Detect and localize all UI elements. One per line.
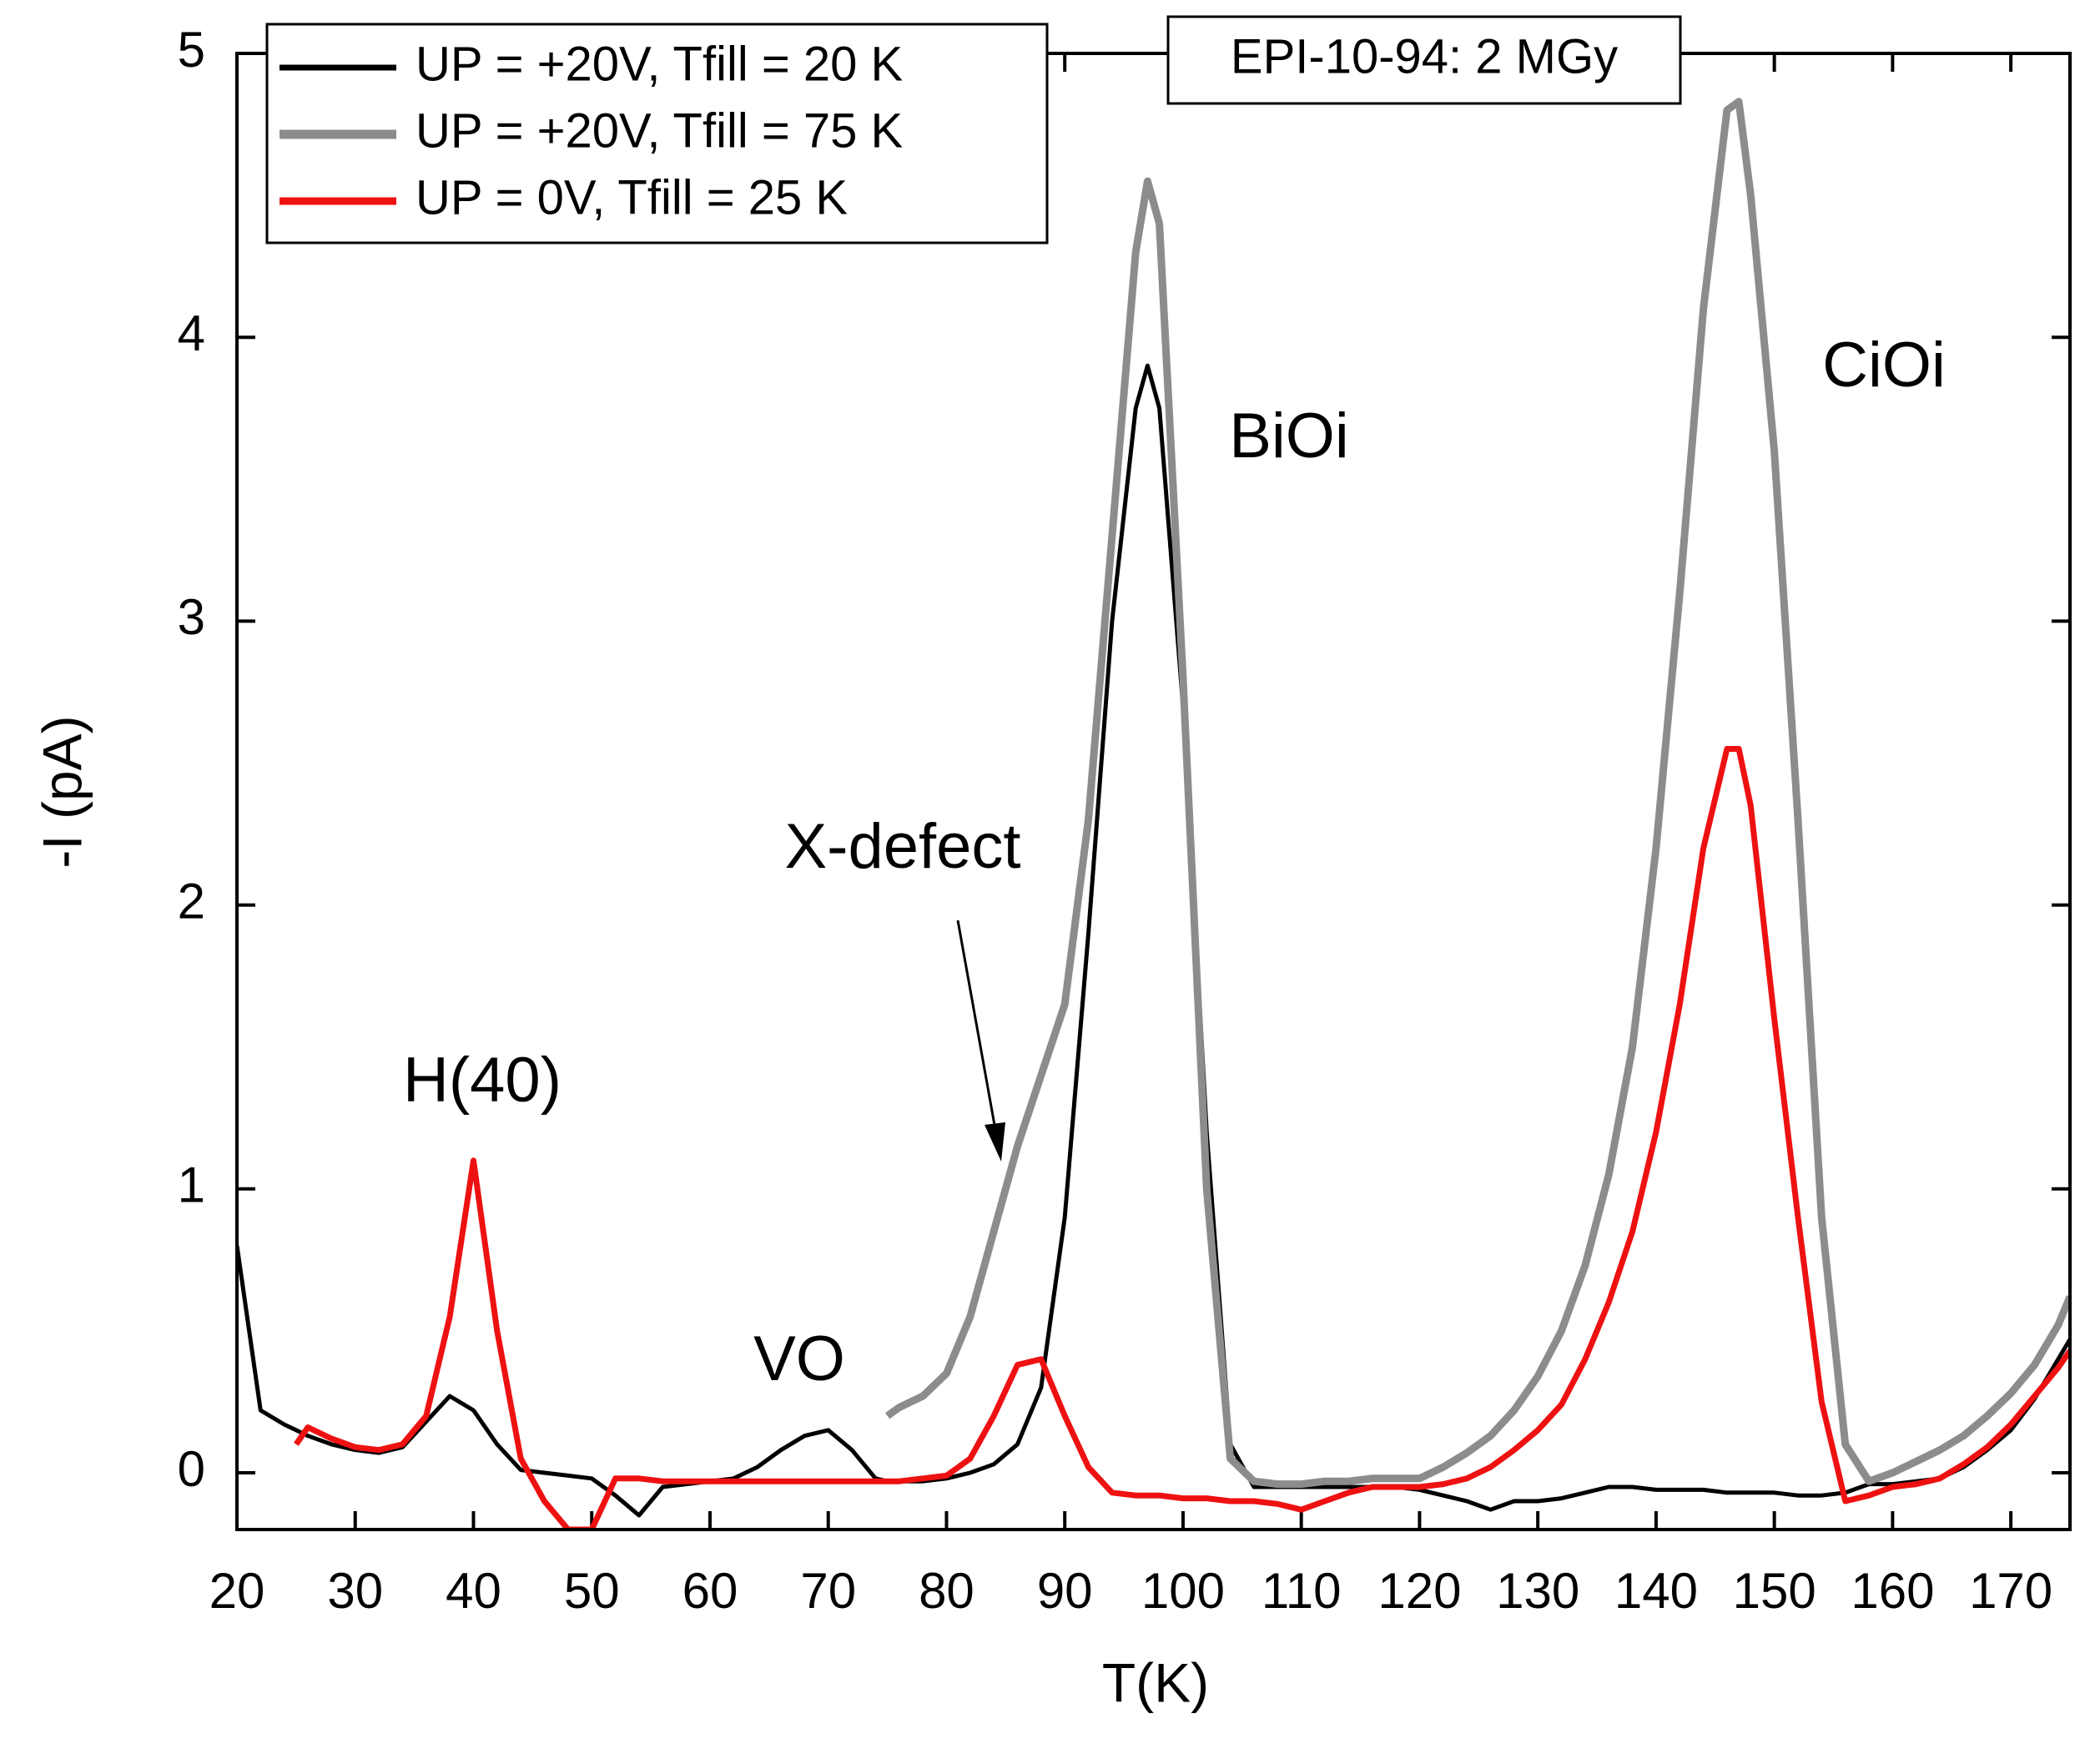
y-tick-label: 4 — [178, 305, 205, 361]
x-tick-label: 140 — [1614, 1563, 1698, 1619]
x-tick-label: 80 — [919, 1563, 975, 1619]
legend-box — [265, 23, 1049, 244]
x-tick-label: 100 — [1141, 1563, 1225, 1619]
series-line — [294, 746, 2070, 1530]
y-axis-title: -I (pA) — [31, 715, 93, 868]
x-tick-label: 50 — [564, 1563, 620, 1619]
x-tick-label: 170 — [1969, 1563, 2052, 1619]
series-line — [237, 363, 2070, 1518]
y-tick-label: 0 — [178, 1441, 205, 1497]
series-line — [884, 98, 2070, 1489]
legend-label: UP = 0V, Tfill = 25 K — [415, 170, 848, 224]
plot-frame — [235, 52, 2072, 1531]
annotation: H(40) — [403, 1045, 562, 1116]
x-tick-label: 20 — [209, 1563, 265, 1619]
x-tick-label: 150 — [1733, 1563, 1816, 1619]
annotation: EPI-10-94: 2 MGy — [1231, 29, 1618, 83]
y-tick-label: 1 — [178, 1157, 205, 1213]
x-tick-label: 160 — [1851, 1563, 1934, 1619]
legend-label: UP = +20V, Tfill = 20 K — [415, 37, 903, 91]
x-tick-label: 30 — [327, 1563, 383, 1619]
x-tick-label: 110 — [1262, 1563, 1342, 1619]
annotation: BiOi — [1229, 401, 1349, 471]
x-tick-label: 60 — [682, 1563, 738, 1619]
annotation: CiOi — [1822, 330, 1946, 401]
x-tick-label: 70 — [800, 1563, 856, 1619]
y-tick-label: 3 — [178, 589, 205, 645]
arrow-head — [985, 1122, 1005, 1162]
annotation: X-defect — [784, 811, 1020, 882]
y-tick-label: 2 — [178, 873, 205, 929]
x-tick-label: 90 — [1037, 1563, 1093, 1619]
annotation: VO — [753, 1323, 845, 1394]
x-tick-label: 120 — [1377, 1563, 1461, 1619]
legend-label: UP = +20V, Tfill = 75 K — [415, 103, 903, 158]
arrow-shaft — [956, 920, 999, 1140]
x-tick-label: 130 — [1496, 1563, 1579, 1619]
x-tick-label: 40 — [446, 1563, 501, 1619]
x-axis-title: T(K) — [1102, 1651, 1209, 1713]
annotation-box — [1166, 15, 1682, 105]
y-tick-label: 5 — [178, 22, 205, 78]
